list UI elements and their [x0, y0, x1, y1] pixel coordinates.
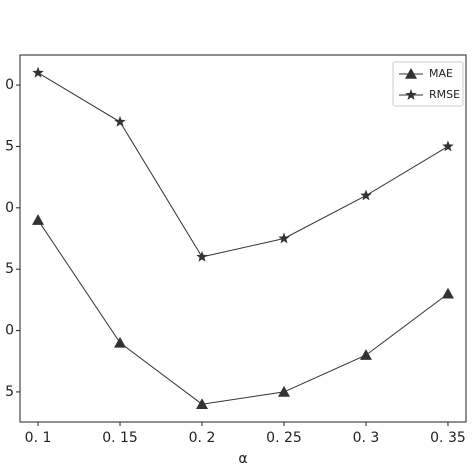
legend-marker [405, 68, 417, 79]
legend-marker [405, 89, 417, 100]
data-point [441, 287, 454, 299]
series-line [37, 72, 449, 258]
data-point [32, 66, 44, 78]
legend-label: RMSE [429, 88, 460, 101]
data-point [360, 189, 372, 201]
x-tick-label: 0. 35 [430, 430, 466, 446]
data-point [359, 349, 372, 360]
data-point [196, 398, 209, 410]
x-tick-label: 0. 3 [353, 430, 380, 446]
data-point [114, 115, 126, 127]
plot-frame [19, 54, 467, 423]
data-point [278, 232, 290, 244]
y-tick-label: 0 [5, 200, 14, 216]
y-tick-label: 5 [5, 261, 14, 277]
y-tick-label: 5 [5, 138, 14, 154]
x-axis-label: α [238, 451, 247, 467]
series-line [37, 219, 449, 405]
data-point [32, 214, 45, 225]
legend-label: MAE [429, 67, 453, 80]
data-point [196, 250, 208, 262]
y-tick-label: 5 [5, 384, 14, 400]
x-tick-label: 0. 1 [25, 430, 52, 446]
x-tick-label: 0. 25 [266, 430, 302, 446]
data-point [277, 385, 290, 397]
x-tick-label: 0. 2 [189, 430, 216, 446]
data-point [114, 336, 127, 348]
data-point [442, 140, 454, 152]
y-tick-label: 0 [5, 323, 14, 339]
x-tick-label: 0. 15 [102, 430, 138, 446]
y-tick-label: 0 [5, 77, 14, 93]
